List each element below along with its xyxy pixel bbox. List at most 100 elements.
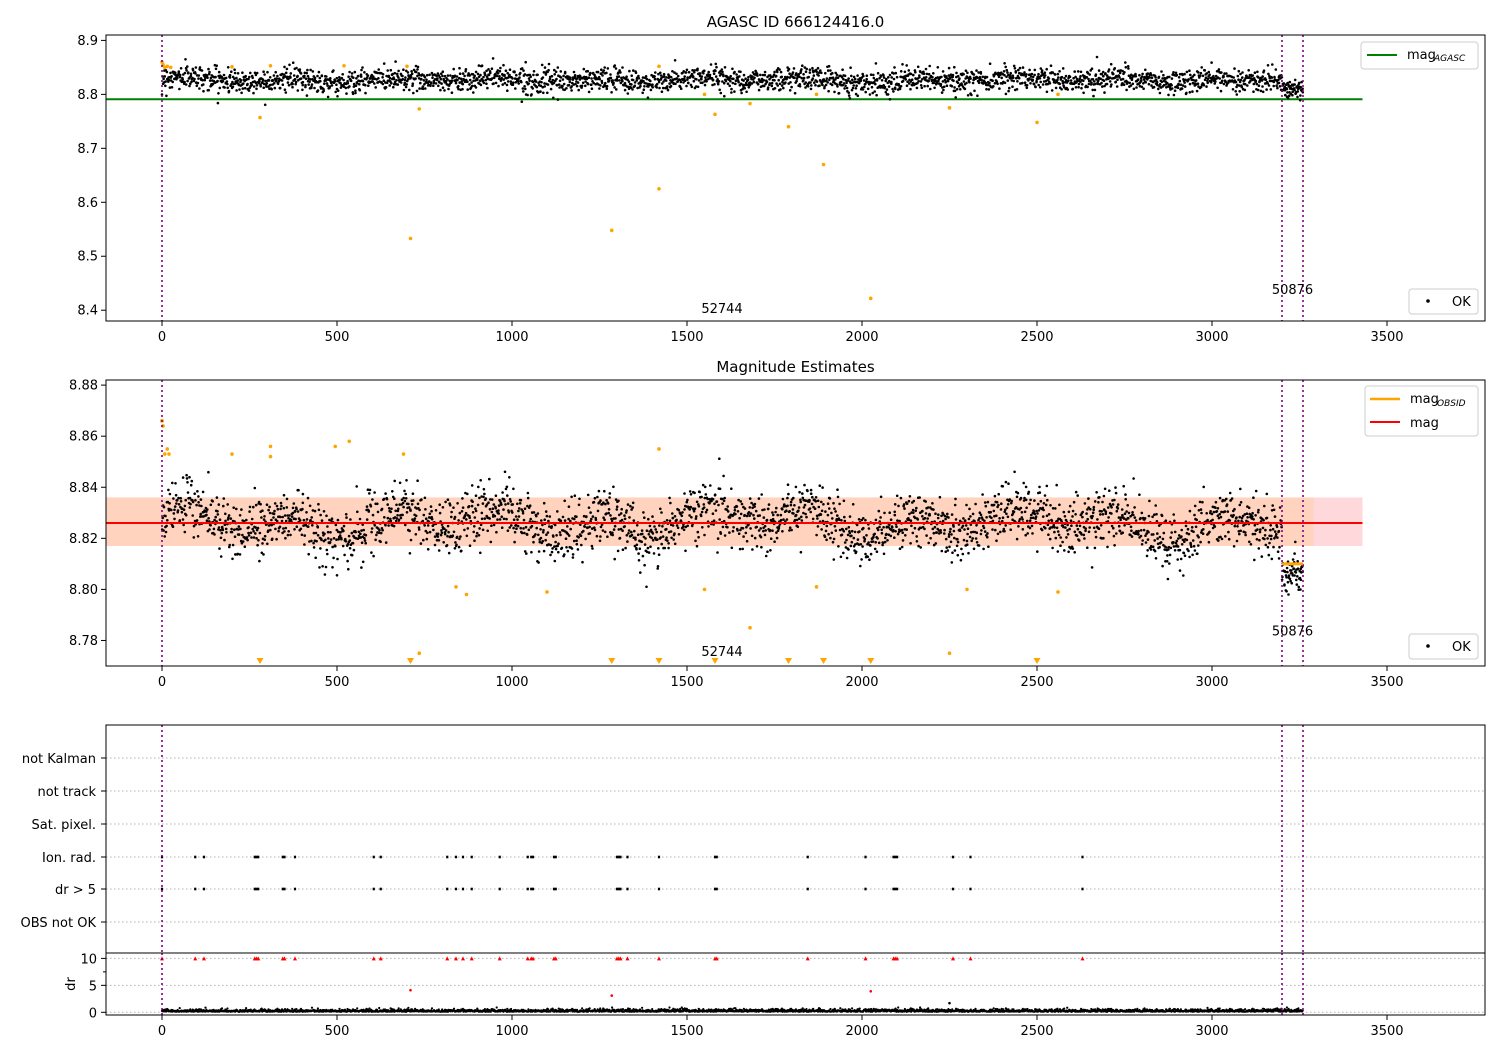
panel2-ok-point [525,552,528,555]
panel2-ok-point [974,537,978,540]
panel2-ok-point [1053,526,1056,529]
panel1-ok-point [1222,75,1225,78]
panel2-ok-point [463,528,466,532]
panel2-ok-point [842,530,846,533]
panel1-ok-point [1118,76,1121,79]
panel2-ok-point [500,526,504,529]
panel1-excluded-point [609,228,614,233]
panel2-ok-point [771,511,774,514]
panel1-ok-point [239,79,243,82]
panel2-ok-point [814,500,818,503]
panel1-ok-point [878,76,881,80]
panel2-ok-point [741,547,744,551]
panel1-ok-point [714,62,718,66]
panel1-excluded-point [268,63,273,68]
panel2-ok-point [1115,532,1118,535]
panel1-ok-point [346,79,349,83]
panel2-ok-point [659,507,662,511]
panel2-ok-point [437,539,441,542]
panel1-ok-point [283,65,286,69]
panel2-ok-point [929,536,932,540]
panel1-ok-point [1276,86,1279,90]
panel1-ok-point [1194,79,1198,82]
panel2-ok-point [975,524,978,527]
panel2-ok-point [607,511,610,515]
panel1-ok-point [1082,91,1085,95]
panel1-ok-point [474,70,478,74]
panel1-ok-point [925,72,929,76]
panel1-ok-point [1162,73,1165,77]
panel2-ok-point [975,531,979,534]
panel2-ok-point [299,527,303,531]
panel1-ok-point [791,71,795,74]
panel1-ok-point [947,66,951,70]
panel2-ok-point [721,525,725,529]
panel1-ok-point [1296,95,1299,99]
panel2-ok-point [301,492,305,496]
panel2-ok-point [1016,491,1020,495]
panel1-ok-point [527,82,530,85]
panel2-ok-point [802,506,806,509]
panel2-ok-point [206,508,209,511]
panel1-ok-point [556,98,560,101]
panel2-ok-point [1082,533,1086,537]
panel1-ok-point [496,72,500,75]
panel1-ok-point [1095,55,1099,59]
panel1-ok-point [458,81,462,84]
panel1-ok-point [367,84,370,87]
panel1-ok-point [1003,81,1007,85]
panel2-ok-point [923,516,927,520]
panel2-ok-point [948,530,952,534]
panel2-ok-point [843,519,847,523]
panel2-ok-point [1004,524,1007,527]
panel2-ok-point [1066,529,1069,532]
panel1-ok-point [935,81,939,85]
panel1-ok-point [262,86,266,89]
panel1-ok-point [484,73,487,77]
panel1-ok-point [328,85,332,88]
panel2-ok-point [1012,510,1016,514]
panel1-ok-point [748,83,752,87]
panel1-ok-point [907,69,911,72]
panel1-ok-point [576,81,580,84]
panel1-ok-point [1064,74,1068,78]
panel1-ok-point [1237,78,1240,81]
panel2-ok-point [603,489,606,493]
panel1-ok-point [732,77,735,81]
panel2-ok-point [570,495,573,499]
panel2-ok-point [428,530,432,534]
panel2-ok-point [843,541,847,544]
panel2-ok-point [379,540,382,544]
panel1-ok-point [392,77,396,81]
panel2-ok-point [1115,509,1119,513]
panel1-ok-point [679,80,683,84]
panel2-ok-point [694,539,697,543]
panel1-ok-point [211,82,215,86]
panel2-ok-point [251,527,254,531]
panel1-ok-point [304,83,307,87]
panel1-ok-point [189,82,192,85]
panel2-ok-point [563,553,566,556]
panel2-ok-point [947,535,951,538]
panel2-ok-point [581,560,584,564]
panel1-ok-point [745,90,748,94]
panel2-ok-point [1042,508,1045,512]
panel2-ok-point [702,506,706,509]
panel2-ok-point [1048,537,1052,541]
panel1-ok-point [743,86,746,90]
panel2-ok-point [553,559,557,563]
panel2-ok-point [763,508,766,511]
panel2-ok-point [250,536,253,539]
panel2-ok-point [342,529,345,533]
panel1-ok-point [555,83,559,87]
panel1-ok-point [988,62,992,65]
panel2-ok-point [1078,539,1081,542]
panel1-ok-point [261,78,265,82]
panel2-ok-point [383,516,386,519]
panel2-ok-point [1107,530,1111,534]
panel1-ok-point [1200,66,1203,69]
panel2-ok-point [762,516,766,519]
panel1-ok-point [825,77,829,80]
panel1-ok-point [563,88,566,92]
